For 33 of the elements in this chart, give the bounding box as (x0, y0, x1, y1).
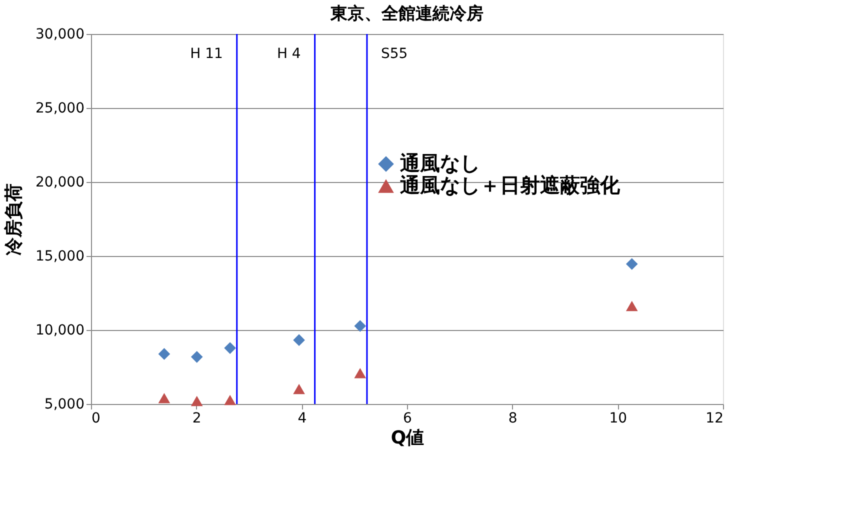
y-tick-label: 30,000 (36, 26, 84, 42)
legend-label: 通風なし＋日射遮蔽強化 (399, 173, 621, 197)
point (626, 300, 638, 312)
point (158, 348, 170, 360)
point (293, 334, 305, 346)
y-tick-label: 20,000 (36, 174, 84, 190)
legend-label: 通風なし (399, 151, 480, 175)
x-tick-label: 8 (508, 410, 518, 426)
point (354, 368, 366, 378)
x-axis-title: Q値 (390, 428, 424, 448)
point (626, 258, 638, 270)
ref-line-label: H 4 (276, 46, 301, 62)
point (190, 396, 203, 406)
x-tick-label: 12 (706, 410, 724, 426)
point (293, 384, 305, 394)
y-tick-label: 5,000 (44, 396, 84, 412)
point (354, 320, 366, 332)
x-tick-label: 6 (403, 410, 412, 426)
point (190, 351, 203, 363)
x-tick-label: 2 (192, 410, 202, 426)
y-tick-label: 15,000 (36, 248, 84, 264)
chart-title: 東京、全館連続冷房 (330, 4, 484, 24)
x-tick-label: 4 (298, 410, 307, 426)
y-axis-title: 冷房負荷 (4, 184, 25, 256)
point (224, 394, 236, 406)
ref-line-label: S55 (380, 46, 408, 62)
point (158, 392, 170, 404)
x-tick-label: 10 (609, 410, 628, 426)
x-tick-label: 0 (92, 410, 100, 426)
y-tick-label: 25,000 (36, 100, 84, 116)
y-tick-label: 10,000 (36, 322, 84, 338)
point (224, 342, 236, 354)
ref-line-label: H 11 (190, 46, 223, 62)
